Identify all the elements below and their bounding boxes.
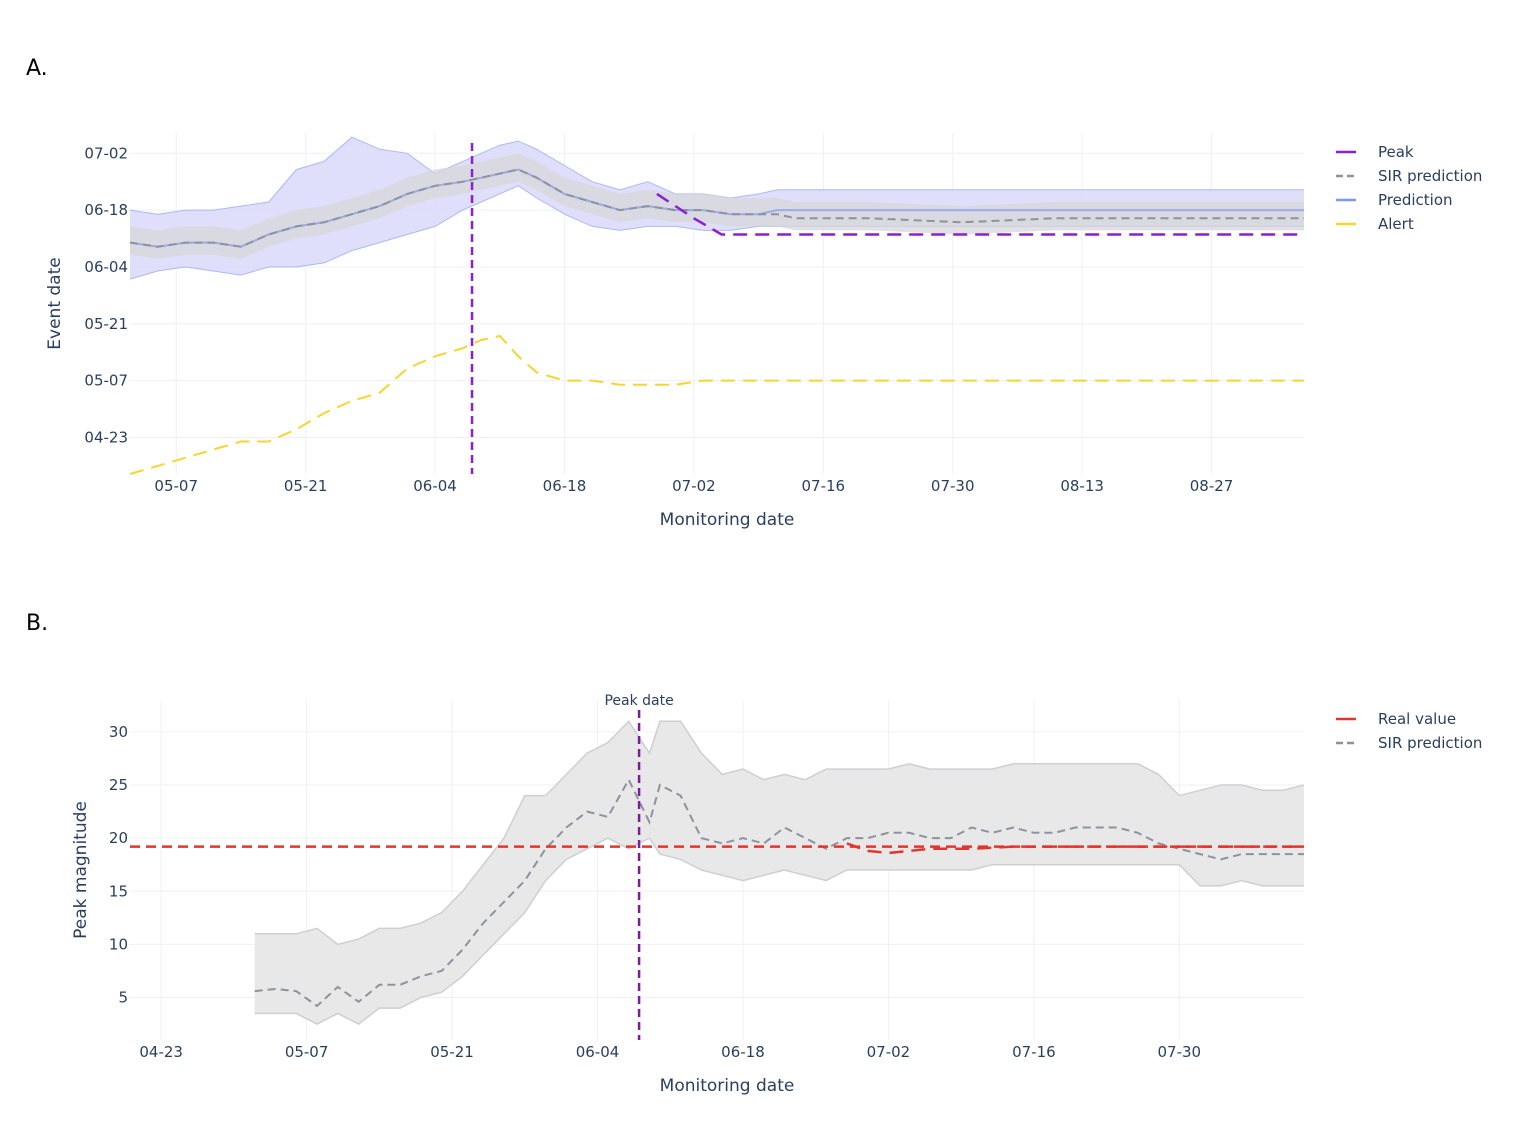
x-tick-label: 05-07 bbox=[154, 477, 198, 495]
y-tick-label: 06-04 bbox=[84, 258, 128, 276]
y-tick-label: 05-07 bbox=[84, 372, 128, 390]
legend-label-sir: SIR prediction bbox=[1378, 167, 1482, 185]
x-tick-label: 05-21 bbox=[284, 477, 328, 495]
y-tick-label: 15 bbox=[109, 882, 128, 900]
peak-line bbox=[656, 192, 1304, 236]
y-tick-label: 30 bbox=[109, 723, 128, 741]
legend-label-peak: Peak bbox=[1378, 143, 1414, 161]
panel-label-a: A. bbox=[26, 56, 48, 81]
x-tick-label: 05-21 bbox=[430, 1043, 474, 1061]
sir-lower-line bbox=[254, 837, 1304, 1025]
x-axis-title: Monitoring date bbox=[660, 510, 795, 530]
sir-prediction-line bbox=[254, 777, 1304, 1008]
x-tick-label: 06-04 bbox=[413, 477, 457, 495]
panel-label-b: B. bbox=[26, 611, 49, 636]
x-tick-label: 06-18 bbox=[543, 477, 587, 495]
x-tick-label: 07-02 bbox=[867, 1043, 911, 1061]
sir-prediction-line bbox=[129, 168, 1304, 248]
peak-date-label: Peak date bbox=[604, 693, 673, 709]
x-tick-label: 07-30 bbox=[931, 477, 975, 495]
x-tick-label: 07-16 bbox=[802, 477, 846, 495]
x-tick-label: 06-04 bbox=[576, 1043, 620, 1061]
y-tick-label: 5 bbox=[118, 989, 128, 1007]
y-tick-label: 25 bbox=[109, 776, 128, 794]
y-tick-label: 05-21 bbox=[84, 315, 128, 333]
y-tick-label: 06-18 bbox=[84, 201, 128, 219]
y-tick-label: 04-23 bbox=[84, 428, 128, 446]
x-tick-label: 07-30 bbox=[1158, 1043, 1202, 1061]
y-axis-title: Peak magnitude bbox=[71, 801, 91, 939]
y-tick-label: 20 bbox=[109, 829, 128, 847]
x-tick-label: 07-02 bbox=[672, 477, 716, 495]
y-tick-label: 07-02 bbox=[84, 144, 128, 162]
y-tick-label: 10 bbox=[109, 935, 128, 953]
legend-label-real-value: Real value bbox=[1378, 710, 1456, 728]
sir-band bbox=[254, 721, 1305, 1025]
legend-label-sir: SIR prediction bbox=[1378, 734, 1482, 752]
x-tick-label: 04-23 bbox=[139, 1043, 183, 1061]
legend-label-alert: Alert bbox=[1378, 215, 1414, 233]
x-tick-label: 08-13 bbox=[1060, 477, 1104, 495]
x-tick-label: 06-18 bbox=[721, 1043, 765, 1061]
sir-upper-line bbox=[254, 720, 1305, 946]
prediction-upper-line bbox=[129, 136, 1304, 215]
alert-line bbox=[129, 334, 1304, 475]
x-tick-label: 05-07 bbox=[285, 1043, 329, 1061]
real-value-trace bbox=[846, 842, 1304, 855]
y-axis-title: Event date bbox=[45, 257, 65, 349]
x-tick-label: 07-16 bbox=[1012, 1043, 1056, 1061]
legend-label-prediction: Prediction bbox=[1378, 191, 1453, 209]
x-tick-label: 08-27 bbox=[1190, 477, 1234, 495]
sir-band bbox=[130, 153, 1304, 259]
x-axis-title: Monitoring date bbox=[660, 1076, 795, 1096]
